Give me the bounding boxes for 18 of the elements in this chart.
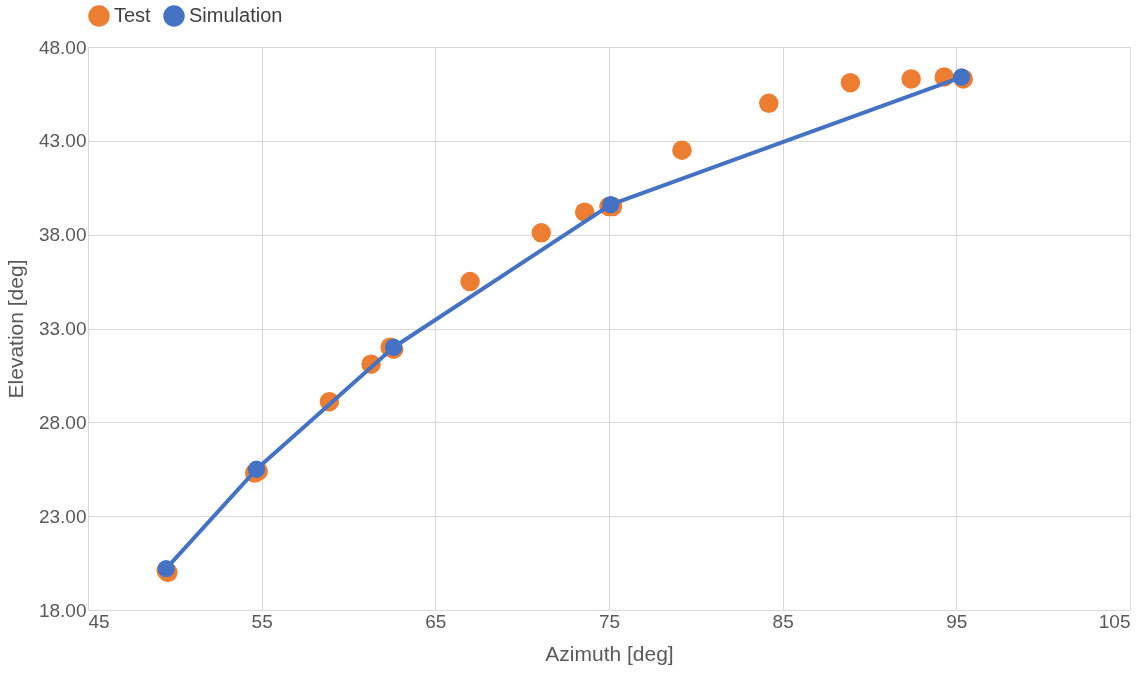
y-tick-label: 18.00 [38,599,87,621]
x-tick-label: 85 [772,610,794,632]
legend-label: Simulation [189,4,283,26]
x-tick-label: 105 [1098,610,1131,632]
x-tick-label: 55 [251,610,273,632]
y-tick-label: 38.00 [38,224,87,246]
x-tick-label: 95 [946,610,968,632]
y-tick-label: 28.00 [38,411,87,433]
y-tick-label: 43.00 [38,130,87,152]
x-axis-title: Azimuth [deg] [545,641,674,665]
x-tick-label: 65 [425,610,447,632]
y-axis-title: Elevation [deg] [3,259,27,399]
y-tick-label: 48.00 [38,36,87,58]
legend-label: Test [114,4,152,26]
y-tick-label: 23.00 [38,505,87,527]
x-tick-label: 45 [88,610,110,632]
x-tick-label: 75 [598,610,621,632]
y-tick-label: 33.00 [38,318,87,339]
